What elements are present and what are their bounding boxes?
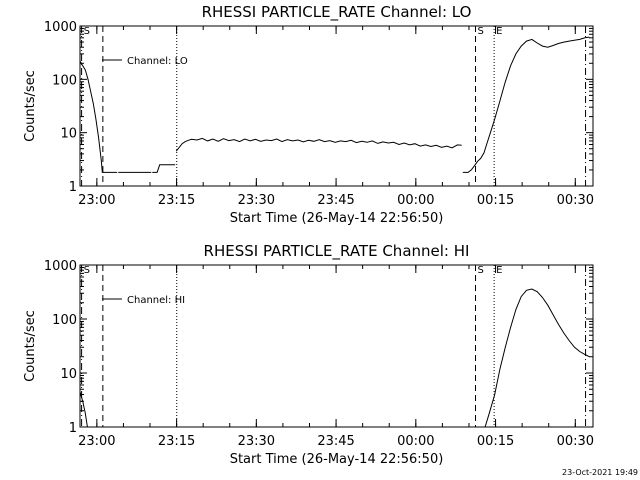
chart-title: RHESSI PARTICLE_RATE Channel: HI <box>204 242 470 261</box>
x-tick-label: 23:00 <box>78 193 115 208</box>
series-line <box>462 36 590 173</box>
series-line <box>79 60 118 173</box>
chart-title: RHESSI PARTICLE_RATE Channel: LO <box>202 3 472 22</box>
x-tick-label: 23:45 <box>317 193 354 208</box>
x-tick-label: 00:15 <box>477 193 514 208</box>
hi-channel-panel: RHESSI PARTICLE_RATE Channel: HI 1 10 100 10… <box>23 242 594 467</box>
series-line <box>175 137 462 152</box>
legend-entry: Channel: LO <box>127 56 188 67</box>
x-axis-label: Start Time (26-May-14 22:56:50) <box>230 211 444 226</box>
plot-frame <box>79 25 594 187</box>
y-tick-label: 1 <box>69 421 77 436</box>
x-tick-label: 23:15 <box>158 193 195 208</box>
x-tick-label: 23:45 <box>317 434 354 449</box>
x-tick-label: 23:30 <box>238 193 275 208</box>
series-line <box>484 288 590 428</box>
event-marker-label: E <box>496 26 502 37</box>
legend-entry: Channel: HI <box>127 295 185 306</box>
event-marker-label: S <box>478 26 484 37</box>
x-tick-label: 00:00 <box>397 434 434 449</box>
x-tick-label: 23:30 <box>238 434 275 449</box>
event-marker-label: S <box>84 265 90 276</box>
x-tick-label: 23:00 <box>78 434 115 449</box>
event-marker-label: S <box>84 26 90 37</box>
x-tick-label: 00:15 <box>477 434 514 449</box>
y-tick-label: 10 <box>60 367 77 382</box>
footer-timestamp: 23-Oct-2021 19:49 <box>562 468 638 477</box>
y-axis-label: Counts/sec <box>23 70 38 142</box>
event-marker-label: E <box>496 265 502 276</box>
y-tick-label: 1 <box>69 180 77 195</box>
x-tick-label: 00:30 <box>557 434 594 449</box>
series-line <box>79 391 88 428</box>
y-tick-label: 10 <box>60 127 77 142</box>
plot-frame <box>79 264 594 428</box>
series-line <box>152 164 176 173</box>
x-tick-label: 23:15 <box>158 434 195 449</box>
y-tick-label: 1000 <box>44 259 77 274</box>
x-tick-label: 00:00 <box>397 193 434 208</box>
event-marker-label: S <box>478 265 484 276</box>
y-axis-label: Counts/sec <box>23 310 38 382</box>
y-tick-label: 1000 <box>44 20 77 35</box>
x-axis-label: Start Time (26-May-14 22:56:50) <box>230 452 444 467</box>
lo-channel-panel: RHESSI PARTICLE_RATE Channel: LO 1 10 100 10… <box>23 3 594 226</box>
x-tick-label: 00:30 <box>557 193 594 208</box>
y-tick-label: 100 <box>52 313 77 328</box>
y-tick-label: 100 <box>52 73 77 88</box>
